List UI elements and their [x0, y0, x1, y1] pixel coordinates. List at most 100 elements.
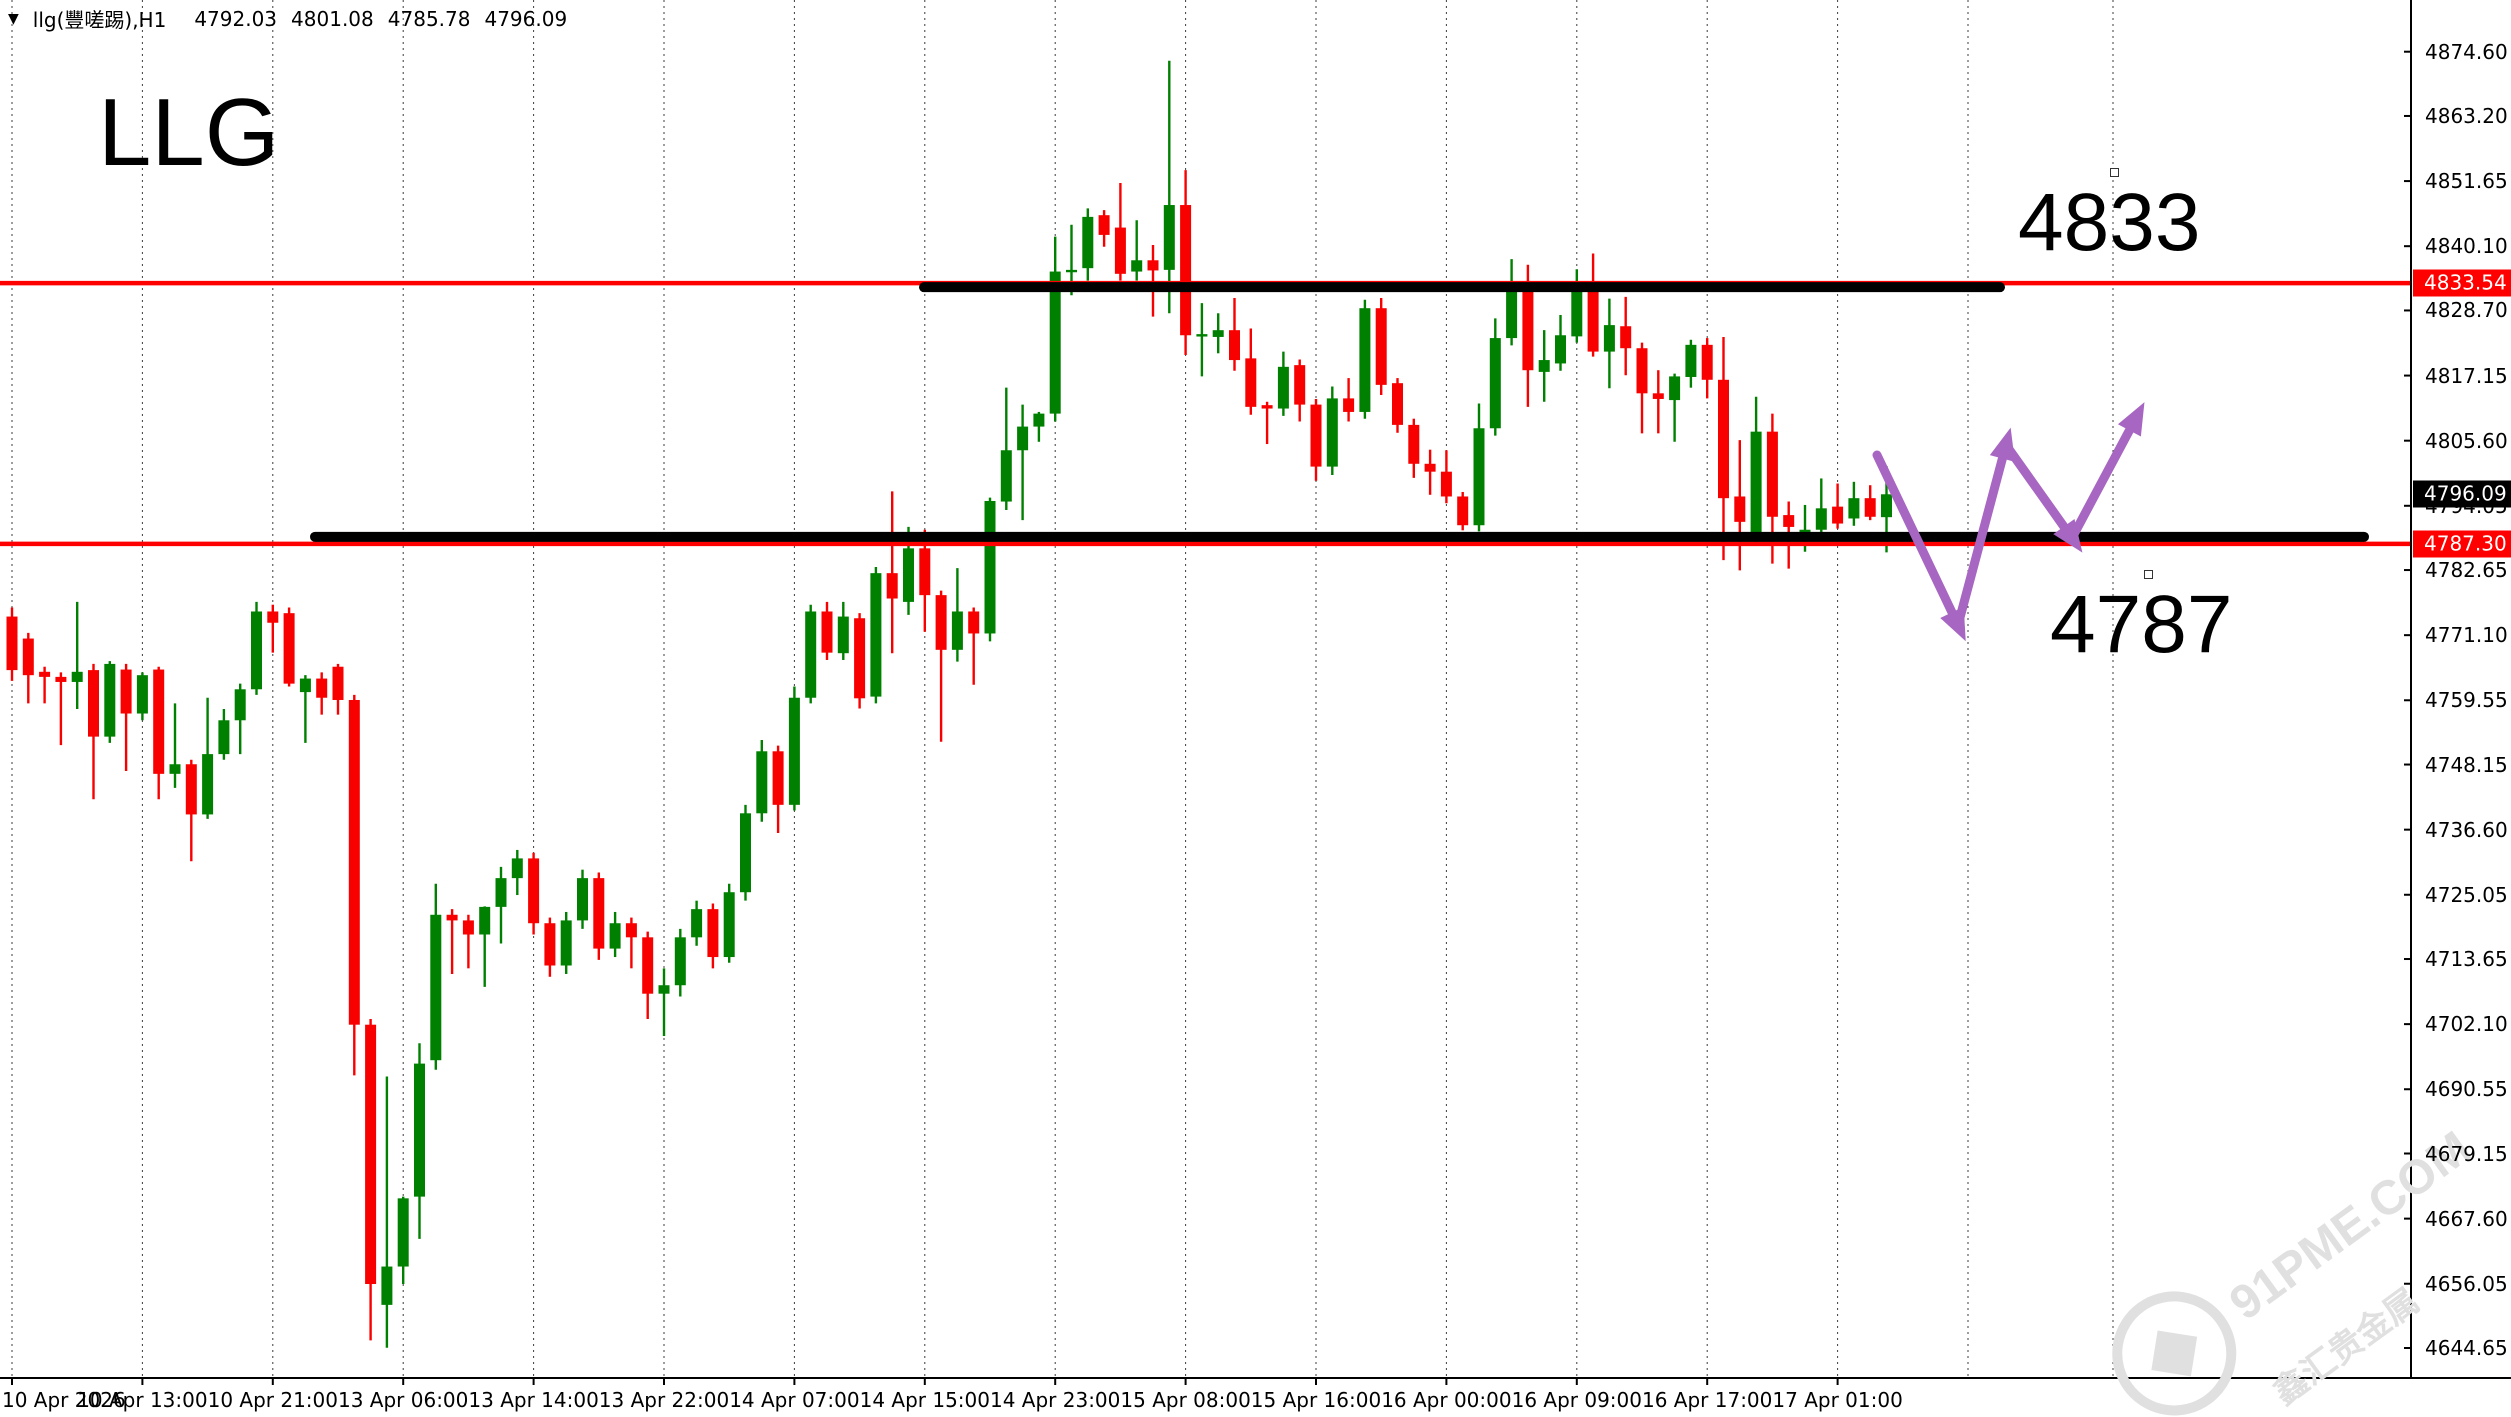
time-axis-label: 15 Apr 08:00: [1120, 1388, 1251, 1412]
candle-body: [1049, 271, 1061, 414]
candle-body: [1620, 326, 1632, 349]
candle-body: [1212, 330, 1224, 337]
candle-body: [348, 699, 360, 1025]
candle-body: [1603, 325, 1615, 352]
candle-body: [658, 985, 670, 994]
price-axis-label: 4863.20: [2425, 103, 2508, 128]
candle-body: [1571, 291, 1583, 337]
price-axis-label: 4782.65: [2425, 558, 2508, 583]
candle-body: [1881, 494, 1892, 518]
trend-zigzag-arrow[interactable]: [2001, 440, 2083, 553]
price-axis-label: 4656.05: [2425, 1271, 2508, 1296]
candle-body: [1163, 205, 1175, 270]
candle-body: [951, 611, 963, 650]
candle-body: [283, 613, 295, 684]
candle-body: [1131, 260, 1143, 272]
candle-body: [88, 670, 99, 737]
price-axis-label: 4771.10: [2425, 623, 2508, 648]
price-axis-label: 4702.10: [2425, 1012, 2508, 1037]
ohlc-open: 4792.03: [194, 6, 278, 31]
trend-zigzag-arrow[interactable]: [1872, 450, 1966, 642]
candle-body: [1506, 290, 1518, 339]
price-axis-label: 4748.15: [2425, 752, 2508, 777]
candle-body: [1326, 398, 1338, 467]
candle-body: [381, 1266, 393, 1305]
candle-body: [1294, 365, 1306, 405]
candle-body: [218, 720, 230, 755]
price-axis-label: 4805.60: [2425, 428, 2508, 453]
price-axis-label: 4690.55: [2425, 1077, 2508, 1102]
candle-body: [691, 909, 703, 938]
candle-body: [397, 1198, 409, 1267]
time-axis-label: 15 Apr 16:00: [1250, 1388, 1382, 1412]
candle-body: [1701, 344, 1713, 380]
candle-body: [740, 813, 751, 893]
price-axis-label: 4679.15: [2425, 1141, 2508, 1166]
time-axis-label: 14 Apr 07:00: [729, 1388, 860, 1412]
candle-body: [234, 689, 246, 721]
candle-body: [870, 573, 882, 697]
candle-body: [1147, 260, 1159, 271]
candle-body: [772, 751, 784, 805]
candle-body: [1196, 334, 1208, 337]
candle-body: [1815, 508, 1827, 530]
candle-body: [1310, 404, 1322, 467]
candle-body: [1180, 205, 1192, 336]
time-axis-label: 10 Apr 21:00: [207, 1388, 338, 1412]
candle-body: [1669, 376, 1681, 401]
candle-body: [625, 923, 637, 938]
candle-body: [1473, 428, 1485, 526]
selection-handle[interactable]: [2110, 168, 2119, 177]
candle-body: [528, 858, 540, 924]
candle-body: [723, 892, 735, 958]
time-axis-label: 13 Apr 22:00: [598, 1388, 730, 1412]
candle-body: [1652, 393, 1664, 399]
symbol-dropdown-icon[interactable]: ▼: [8, 10, 19, 27]
trend-zigzag-arrow[interactable]: [1953, 427, 2015, 630]
candle-body: [479, 906, 491, 935]
candle-body: [332, 666, 344, 700]
candle-body: [788, 697, 800, 805]
candle-body: [202, 754, 214, 815]
candle-body: [1392, 383, 1403, 425]
candle-body: [39, 671, 51, 677]
time-axis-label: 10 Apr 2026: [2, 1388, 126, 1412]
candle-body: [169, 764, 181, 774]
time-axis-label: 17 Apr 01:00: [1772, 1388, 1903, 1412]
candle-body: [1864, 498, 1876, 517]
candle-body: [104, 663, 116, 737]
candle-body: [1261, 405, 1273, 409]
price-axis-label: 4644.65: [2425, 1335, 2508, 1360]
candle-body: [414, 1063, 425, 1197]
symbol-watermark-label: LLG: [98, 79, 280, 186]
time-axis-label: 16 Apr 17:00: [1641, 1388, 1773, 1412]
trend-zigzag-arrow[interactable]: [2067, 402, 2145, 543]
candle-body: [968, 611, 980, 634]
candle-body: [1424, 463, 1436, 472]
candle-body: [707, 909, 719, 958]
candle-body: [1082, 216, 1094, 269]
candle-body: [1408, 424, 1420, 464]
candle-body: [1718, 379, 1729, 499]
selection-handle[interactable]: [2144, 570, 2153, 579]
candle-body: [1457, 496, 1469, 526]
candle-body: [805, 611, 817, 698]
time-axis-label: 14 Apr 15:00: [859, 1388, 990, 1412]
candle-body: [1359, 308, 1371, 412]
candle-body: [609, 923, 621, 949]
resistance-level-label: 4833: [2018, 177, 2201, 268]
candle-body: [22, 638, 34, 676]
price-axis-label: 4759.55: [2425, 688, 2508, 713]
candle-body: [1000, 450, 1012, 502]
candle-body: [903, 548, 914, 602]
candle-body: [1229, 330, 1240, 361]
price-axis-label: 4817.15: [2425, 363, 2508, 388]
candle-body: [674, 937, 686, 986]
candle-body: [1555, 335, 1566, 364]
price-axis-label: 4840.10: [2425, 234, 2508, 259]
price-axis-label: 4874.60: [2425, 39, 2508, 64]
candle-body: [1766, 431, 1778, 517]
candle-body: [1685, 344, 1697, 377]
candle-body: [854, 618, 866, 699]
